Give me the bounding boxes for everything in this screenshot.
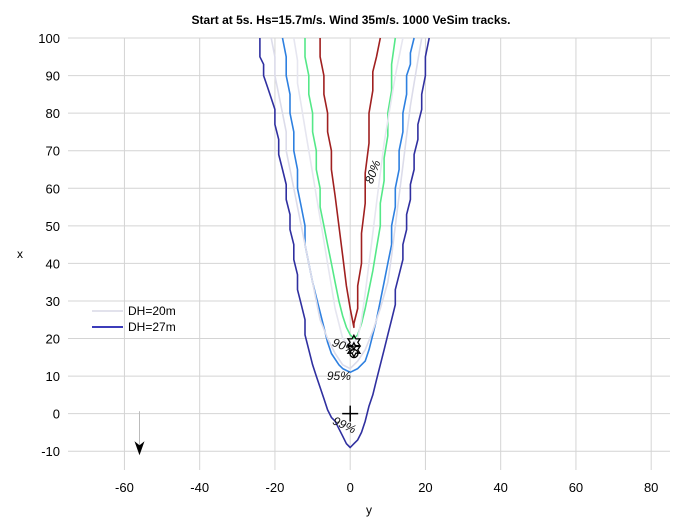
y-tick-label: 70	[46, 144, 60, 159]
contour-series-0	[259, 37, 430, 449]
markers	[134, 333, 362, 456]
wind-arrow-head	[134, 441, 145, 456]
origin-plus-marker	[342, 405, 359, 422]
contour-series-3	[319, 37, 382, 329]
y-tick-label: -10	[41, 444, 60, 459]
x-tick-label: 0	[347, 480, 354, 495]
y-tick-label: 50	[46, 219, 60, 234]
contour-lines	[259, 37, 430, 449]
y-tick-label: 20	[46, 332, 60, 347]
y-tick-label: 0	[53, 407, 60, 422]
chart-title: Start at 5s. Hs=15.7m/s. Wind 35m/s. 100…	[191, 13, 510, 27]
y-axis-label: x	[17, 247, 23, 261]
x-tick-label: 20	[418, 480, 432, 495]
y-tick-label: 40	[46, 256, 60, 271]
x-tick-label: -40	[190, 480, 209, 495]
contour-series-5	[293, 37, 404, 347]
y-tick-label: 10	[46, 369, 60, 384]
contour-label: 95%	[327, 369, 351, 383]
legend-label-dh27: DH=27m	[128, 320, 176, 334]
x-tick-label: -20	[266, 480, 285, 495]
legend: DH=20m DH=27m	[92, 304, 176, 334]
x-tick-labels: -60 -40 -20 0 20 40 60 80	[115, 480, 658, 495]
x-axis-label: y	[366, 503, 372, 517]
legend-label-dh20: DH=20m	[128, 304, 176, 318]
y-tick-label: 100	[38, 31, 60, 46]
x-tick-label: 60	[569, 480, 583, 495]
x-tick-label: -60	[115, 480, 134, 495]
y-tick-label: 90	[46, 69, 60, 84]
contour-series-2	[304, 37, 397, 340]
y-tick-label: 80	[46, 106, 60, 121]
circle-marker	[349, 348, 359, 359]
y-tick-label: 60	[46, 181, 60, 196]
contour-series-1	[281, 37, 415, 374]
x-tick-label: 80	[644, 480, 658, 495]
y-tick-label: 30	[46, 294, 60, 309]
x-tick-label: 40	[493, 480, 507, 495]
star-marker	[346, 341, 362, 359]
contour-series-4	[270, 37, 423, 370]
